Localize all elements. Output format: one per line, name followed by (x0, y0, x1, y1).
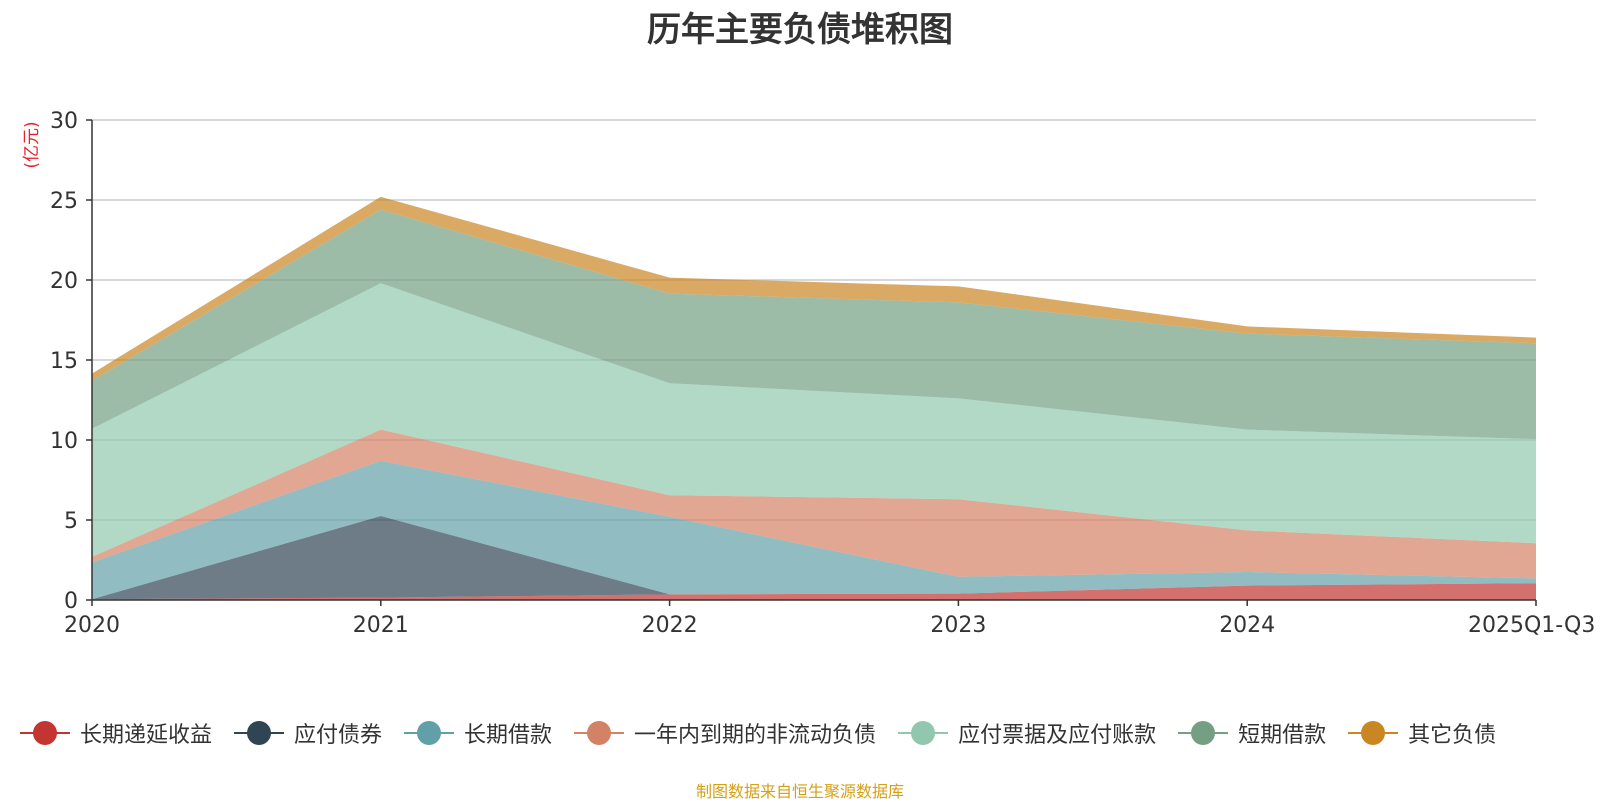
legend-dot (33, 721, 57, 745)
legend-dot (587, 721, 612, 745)
legend: 长期递延收益 应付债券 长期借款 一年内到期的非流动负债 应付票据及应付账款 短期借款 其它… (20, 716, 1600, 750)
area-series-3[interactable] (92, 460, 1536, 600)
legend-item-6[interactable]: 短期借款 (1178, 717, 1326, 749)
legend-dot (247, 721, 272, 745)
legend-marker-icon (20, 721, 70, 745)
area-series-4[interactable] (92, 429, 1536, 579)
legend-label: 其它负债 (1408, 723, 1497, 748)
legend-dot (417, 721, 442, 745)
legend-marker-icon (1178, 721, 1229, 745)
y-tick-label: 0 (64, 589, 78, 614)
legend-label: 长期借款 (464, 723, 553, 748)
stacked-areas (92, 196, 1536, 600)
legend-item-7[interactable]: 其它负债 (1348, 717, 1496, 749)
x-tick-label: 2025Q1-Q3 (1468, 613, 1595, 638)
x-tick-label: 2024 (1219, 613, 1275, 638)
y-axis-unit-label: (亿元) (22, 121, 42, 168)
legend-dot (1361, 721, 1386, 745)
legend-dot (911, 721, 936, 745)
area-series-7[interactable] (92, 196, 1536, 381)
y-tick-label: 20 (50, 269, 78, 294)
legend-item-5[interactable]: 应付票据及应付账款 (898, 717, 1156, 749)
legend-label: 短期借款 (1238, 723, 1327, 748)
legend-item-4[interactable]: 一年内到期的非流动负债 (574, 717, 876, 749)
x-tick-label: 2021 (353, 613, 409, 638)
y-tick-label: 30 (50, 109, 78, 134)
chart-title: 历年主要负债堆积图 (647, 10, 953, 50)
x-tick-label: 2023 (930, 613, 986, 638)
y-tick-label: 5 (64, 509, 78, 534)
legend-label: 长期递延收益 (80, 723, 213, 748)
area-series-2[interactable] (92, 516, 1536, 600)
legend-label: 应付票据及应付账款 (958, 723, 1157, 748)
y-tick-label: 25 (50, 189, 78, 214)
legend-item-1[interactable]: 长期递延收益 (20, 717, 212, 749)
legend-label: 应付债券 (294, 723, 383, 748)
axes: 0 5 10 15 20 25 30 2020 2021 2022 2023 2024 2025Q1-Q… (50, 109, 1595, 638)
legend-marker-icon (574, 721, 625, 745)
x-tick-label: 2020 (64, 613, 120, 638)
legend-dot (1191, 721, 1216, 745)
legend-marker-icon (898, 721, 949, 745)
y-tick-label: 15 (50, 349, 78, 374)
legend-marker-icon (1348, 721, 1399, 745)
legend-item-2[interactable]: 应付债券 (234, 717, 382, 749)
area-series-5[interactable] (92, 283, 1536, 557)
data-source-note: 制图数据来自恒生聚源数据库 (695, 782, 904, 801)
y-tick-label: 10 (50, 429, 78, 454)
area-series-6[interactable] (92, 209, 1536, 440)
area-series-1[interactable] (92, 583, 1536, 600)
legend-marker-icon (234, 721, 285, 745)
legend-label: 一年内到期的非流动负债 (634, 723, 877, 748)
x-tick-label: 2022 (642, 613, 698, 638)
legend-marker-icon (404, 721, 455, 745)
legend-item-3[interactable]: 长期借款 (404, 717, 552, 749)
